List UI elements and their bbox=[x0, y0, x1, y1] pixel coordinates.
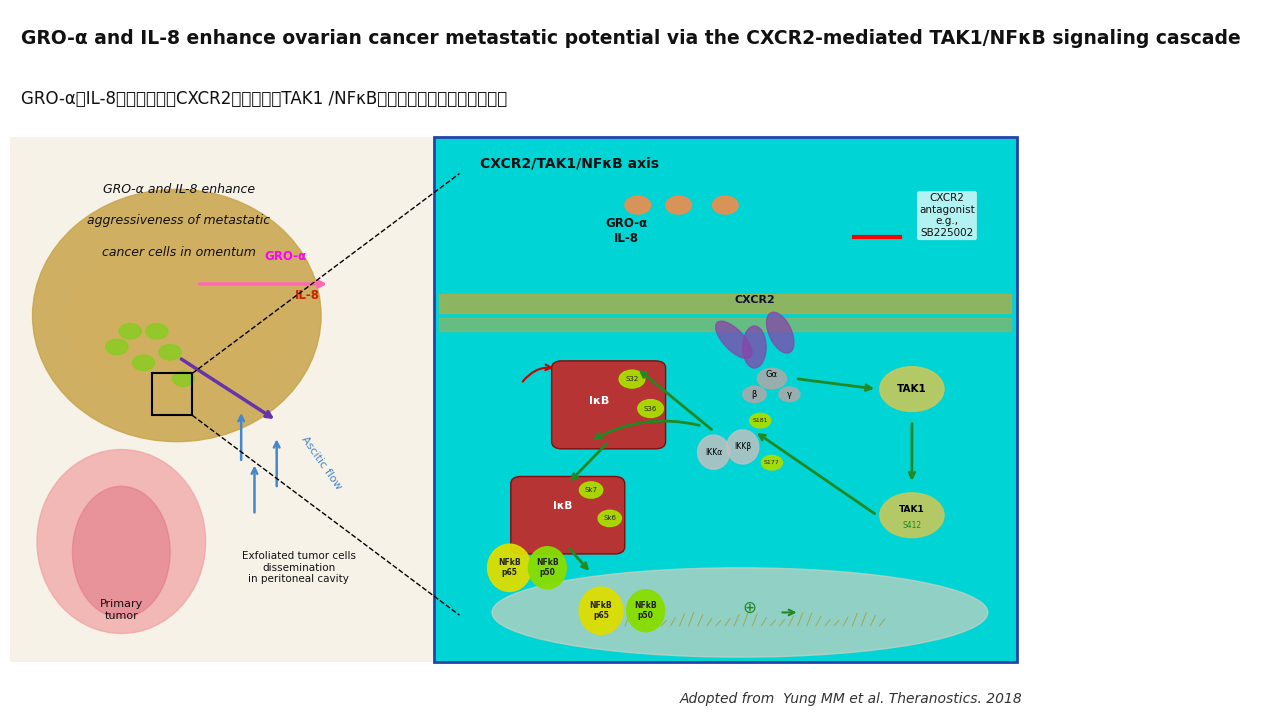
Text: S36: S36 bbox=[644, 405, 658, 412]
Ellipse shape bbox=[742, 326, 767, 368]
Circle shape bbox=[106, 339, 128, 355]
Circle shape bbox=[132, 355, 155, 371]
Bar bbox=[439, 318, 1011, 331]
Circle shape bbox=[780, 387, 800, 402]
Ellipse shape bbox=[767, 312, 794, 353]
Ellipse shape bbox=[73, 486, 170, 618]
Text: β: β bbox=[751, 390, 758, 399]
Text: S181: S181 bbox=[753, 418, 768, 423]
Ellipse shape bbox=[529, 546, 566, 589]
Text: GRO-α
IL-8: GRO-α IL-8 bbox=[605, 217, 648, 246]
Text: γ: γ bbox=[787, 390, 792, 399]
Circle shape bbox=[580, 482, 603, 498]
Text: IKKα: IKKα bbox=[705, 448, 722, 456]
Text: TAK1: TAK1 bbox=[897, 384, 927, 394]
Text: TAK1: TAK1 bbox=[899, 505, 925, 515]
Text: GRO-α and IL-8 enhance: GRO-α and IL-8 enhance bbox=[102, 183, 255, 196]
Ellipse shape bbox=[727, 430, 759, 464]
Bar bbox=[152, 374, 192, 415]
Text: IL-8: IL-8 bbox=[296, 289, 320, 302]
Text: S32: S32 bbox=[626, 376, 639, 382]
Bar bbox=[439, 294, 1011, 313]
Ellipse shape bbox=[698, 435, 730, 469]
Circle shape bbox=[173, 371, 195, 387]
Circle shape bbox=[713, 196, 739, 214]
FancyBboxPatch shape bbox=[552, 361, 666, 449]
Text: IκB: IκB bbox=[553, 501, 572, 510]
Circle shape bbox=[742, 386, 767, 402]
Circle shape bbox=[159, 345, 182, 360]
Circle shape bbox=[620, 370, 645, 388]
Text: CXCR2/TAK1/NFκB axis: CXCR2/TAK1/NFκB axis bbox=[480, 156, 659, 170]
Circle shape bbox=[666, 196, 691, 214]
Ellipse shape bbox=[69, 240, 285, 405]
Circle shape bbox=[879, 493, 945, 538]
Circle shape bbox=[750, 413, 771, 428]
Circle shape bbox=[119, 323, 141, 339]
Text: CXCR2
antagonist
e.g.,
SB225002: CXCR2 antagonist e.g., SB225002 bbox=[919, 193, 975, 238]
Text: GRO-α和IL-8趨化因子通過CXCR2受體介導的TAK1 /NFκB信號通路増強卵巢癌轉移進展: GRO-α和IL-8趨化因子通過CXCR2受體介導的TAK1 /NFκB信號通路… bbox=[20, 90, 507, 108]
Ellipse shape bbox=[488, 544, 531, 591]
Text: NFkB
p50: NFkB p50 bbox=[536, 558, 558, 577]
FancyBboxPatch shape bbox=[10, 137, 454, 662]
Ellipse shape bbox=[32, 189, 321, 441]
Circle shape bbox=[637, 400, 663, 418]
Text: Ascitic flow: Ascitic flow bbox=[300, 434, 343, 491]
Text: NFkB
p50: NFkB p50 bbox=[635, 601, 657, 621]
FancyBboxPatch shape bbox=[511, 477, 625, 554]
Text: Sk6: Sk6 bbox=[603, 516, 616, 521]
Circle shape bbox=[598, 510, 621, 526]
Text: IκB: IκB bbox=[589, 396, 609, 406]
Ellipse shape bbox=[492, 568, 988, 657]
Circle shape bbox=[146, 323, 168, 339]
Text: Exfoliated tumor cells
dissemination
in peritoneal cavity: Exfoliated tumor cells dissemination in … bbox=[242, 552, 356, 585]
Text: aggressiveness of metastatic: aggressiveness of metastatic bbox=[87, 215, 270, 228]
Circle shape bbox=[762, 455, 782, 470]
Text: S177: S177 bbox=[764, 460, 780, 465]
Ellipse shape bbox=[627, 590, 664, 631]
Text: ⊕: ⊕ bbox=[742, 599, 756, 617]
Text: Sk7: Sk7 bbox=[585, 487, 598, 493]
Text: CXCR2: CXCR2 bbox=[733, 294, 774, 305]
Text: GRO-α and IL-8 enhance ovarian cancer metastatic potential via the CXCR2-mediate: GRO-α and IL-8 enhance ovarian cancer me… bbox=[20, 29, 1240, 48]
Text: Adopted from  Yung MM et al. Theranostics. 2018: Adopted from Yung MM et al. Theranostics… bbox=[680, 692, 1023, 706]
Text: IKKβ: IKKβ bbox=[735, 442, 751, 451]
Ellipse shape bbox=[37, 449, 206, 634]
Text: NFkB
p65: NFkB p65 bbox=[590, 601, 612, 621]
Circle shape bbox=[879, 366, 945, 411]
Ellipse shape bbox=[579, 587, 623, 634]
Text: S412: S412 bbox=[902, 521, 922, 530]
FancyBboxPatch shape bbox=[434, 137, 1016, 662]
Text: Gα: Gα bbox=[765, 371, 778, 379]
Text: GRO-α: GRO-α bbox=[265, 250, 307, 263]
Text: cancer cells in omentum: cancer cells in omentum bbox=[102, 246, 256, 259]
Text: Primary
tumor: Primary tumor bbox=[100, 599, 143, 621]
Text: NFkB
p65: NFkB p65 bbox=[498, 558, 521, 577]
Circle shape bbox=[625, 196, 650, 214]
Ellipse shape bbox=[716, 321, 751, 359]
Circle shape bbox=[758, 369, 786, 389]
